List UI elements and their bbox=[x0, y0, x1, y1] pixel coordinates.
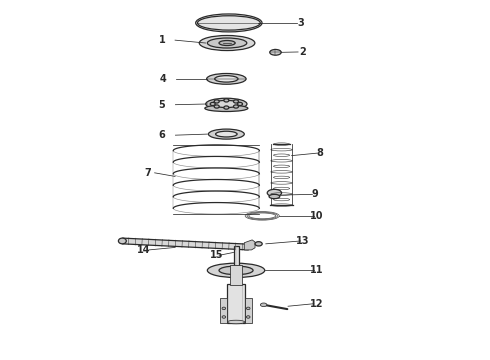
Ellipse shape bbox=[205, 105, 248, 112]
Ellipse shape bbox=[233, 105, 239, 108]
Ellipse shape bbox=[214, 100, 219, 103]
Ellipse shape bbox=[267, 189, 282, 197]
Ellipse shape bbox=[224, 99, 229, 102]
Bar bbox=[227, 284, 245, 323]
Ellipse shape bbox=[207, 73, 246, 84]
Text: 13: 13 bbox=[296, 236, 310, 246]
Bar bbox=[230, 265, 243, 285]
Ellipse shape bbox=[212, 100, 241, 108]
Text: 15: 15 bbox=[210, 250, 223, 260]
Ellipse shape bbox=[199, 36, 255, 50]
Text: 5: 5 bbox=[158, 100, 165, 110]
Ellipse shape bbox=[222, 307, 225, 310]
Ellipse shape bbox=[224, 106, 229, 109]
Text: 10: 10 bbox=[310, 211, 323, 221]
Ellipse shape bbox=[222, 316, 225, 318]
Ellipse shape bbox=[269, 194, 280, 199]
Ellipse shape bbox=[270, 49, 281, 55]
Text: 12: 12 bbox=[310, 299, 323, 309]
Ellipse shape bbox=[207, 38, 247, 48]
Ellipse shape bbox=[216, 131, 237, 137]
Bar bbox=[234, 246, 239, 266]
Ellipse shape bbox=[255, 242, 262, 246]
Ellipse shape bbox=[219, 266, 253, 275]
Text: 6: 6 bbox=[158, 130, 165, 140]
Text: 8: 8 bbox=[317, 148, 324, 158]
Ellipse shape bbox=[214, 105, 219, 108]
Ellipse shape bbox=[246, 316, 250, 318]
Ellipse shape bbox=[260, 303, 267, 307]
Ellipse shape bbox=[210, 102, 215, 105]
Ellipse shape bbox=[207, 263, 265, 278]
Polygon shape bbox=[245, 240, 255, 250]
Ellipse shape bbox=[238, 102, 243, 105]
Ellipse shape bbox=[227, 320, 245, 324]
Ellipse shape bbox=[246, 307, 250, 310]
Bar bbox=[245, 298, 252, 323]
Ellipse shape bbox=[233, 100, 239, 103]
Text: 9: 9 bbox=[312, 189, 318, 199]
Ellipse shape bbox=[208, 129, 245, 139]
Ellipse shape bbox=[215, 76, 238, 82]
Ellipse shape bbox=[219, 41, 235, 45]
Text: 1: 1 bbox=[159, 35, 166, 45]
Text: 4: 4 bbox=[160, 74, 167, 84]
Bar bbox=[220, 298, 227, 323]
Text: 7: 7 bbox=[144, 168, 151, 178]
Polygon shape bbox=[122, 238, 249, 250]
Ellipse shape bbox=[206, 98, 247, 110]
Text: 14: 14 bbox=[137, 245, 150, 255]
Text: 3: 3 bbox=[297, 18, 304, 28]
Ellipse shape bbox=[196, 14, 262, 32]
Ellipse shape bbox=[119, 238, 126, 244]
Text: 11: 11 bbox=[310, 265, 323, 275]
Text: 2: 2 bbox=[299, 47, 306, 57]
